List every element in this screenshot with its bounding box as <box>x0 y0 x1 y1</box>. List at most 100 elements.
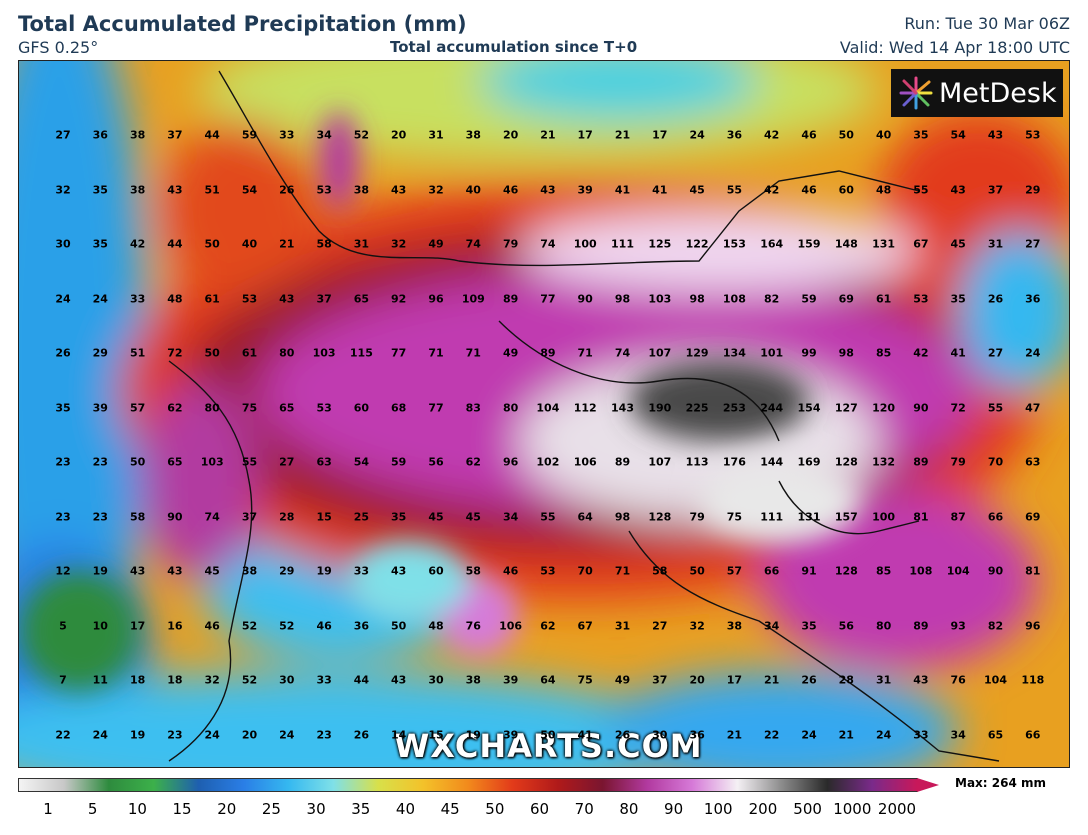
grid-value: 64 <box>540 673 556 687</box>
grid-value: 19 <box>92 564 108 578</box>
grid-value: 38 <box>726 619 743 632</box>
grid-value: 31 <box>614 619 631 632</box>
grid-value: 89 <box>614 455 631 469</box>
grid-value: 109 <box>461 292 485 305</box>
grid-value: 36 <box>689 728 705 741</box>
grid-value: 35 <box>801 619 817 632</box>
grid-value: 37 <box>652 673 668 687</box>
grid-value: 59 <box>801 292 817 305</box>
grid-value: 58 <box>316 237 332 251</box>
grid-value: 21 <box>726 728 743 741</box>
grid-value: 43 <box>391 673 407 687</box>
grid-value: 89 <box>913 455 929 469</box>
metdesk-logo: MetDesk <box>891 69 1063 117</box>
grid-value: 38 <box>129 128 146 142</box>
grid-value: 23 <box>167 728 183 741</box>
grid-value: 52 <box>279 619 295 632</box>
grid-value: 69 <box>838 292 854 305</box>
grid-value: 43 <box>987 128 1004 142</box>
grid-value: 19 <box>465 728 481 741</box>
grid-value: 74 <box>540 237 556 251</box>
grid-value: 19 <box>129 728 146 741</box>
grid-value: 65 <box>353 292 370 305</box>
grid-value: 35 <box>92 237 108 251</box>
grid-value: 71 <box>614 564 631 578</box>
grid-value: 92 <box>391 292 407 305</box>
grid-value: 98 <box>614 510 631 523</box>
grid-value: 50 <box>204 237 220 251</box>
grid-value: 41 <box>652 183 668 196</box>
grid-value: 98 <box>838 346 854 360</box>
legend-max-arrow <box>917 778 939 792</box>
grid-value: 82 <box>764 292 780 305</box>
grid-value: 35 <box>950 292 966 305</box>
grid-value: 108 <box>722 292 746 305</box>
grid-value: 70 <box>577 564 593 578</box>
grid-value: 157 <box>834 510 858 523</box>
grid-value: 45 <box>428 510 444 523</box>
legend-max-label: Max: 264 mm <box>955 776 1046 790</box>
grid-value: 24 <box>279 728 295 741</box>
grid-value: 34 <box>950 728 966 741</box>
grid-value: 38 <box>465 128 481 142</box>
grid-value: 28 <box>279 510 295 523</box>
grid-value: 115 <box>349 346 373 360</box>
grid-value: 127 <box>834 401 858 414</box>
grid-value: 103 <box>200 455 224 469</box>
grid-value: 52 <box>241 673 258 687</box>
grid-value: 35 <box>92 183 108 196</box>
grid-value: 63 <box>1025 455 1041 469</box>
grid-value: 82 <box>987 619 1004 632</box>
grid-value: 33 <box>129 292 146 305</box>
grid-value: 41 <box>577 728 593 741</box>
grid-value: 58 <box>652 564 668 578</box>
grid-value: 76 <box>465 619 481 632</box>
grid-value: 32 <box>55 183 71 196</box>
grid-value: 24 <box>92 728 108 741</box>
grid-value: 38 <box>353 183 370 196</box>
grid-value: 77 <box>540 292 556 305</box>
grid-value: 21 <box>540 128 556 142</box>
grid-value: 42 <box>129 237 146 251</box>
grid-value: 80 <box>279 346 295 360</box>
grid-value: 55 <box>726 183 743 196</box>
grid-value: 33 <box>316 673 332 687</box>
grid-value: 154 <box>797 401 821 414</box>
grid-value: 98 <box>689 292 705 305</box>
grid-value: 70 <box>987 455 1004 469</box>
grid-value: 52 <box>241 619 258 632</box>
grid-value: 41 <box>614 183 631 196</box>
grid-value: 15 <box>316 510 332 523</box>
grid-value: 53 <box>540 564 556 578</box>
legend-tick: 70 <box>574 800 594 818</box>
grid-value: 53 <box>316 183 332 196</box>
grid-value: 104 <box>984 673 1007 687</box>
grid-value: 118 <box>1021 673 1045 687</box>
grid-value: 40 <box>465 183 481 196</box>
grid-value: 11 <box>92 673 108 687</box>
grid-value: 38 <box>241 564 258 578</box>
grid-value: 34 <box>764 619 780 632</box>
grid-value: 60 <box>428 564 444 578</box>
legend-tick: 40 <box>395 800 416 818</box>
grid-value: 81 <box>1025 564 1041 578</box>
valid-label: Valid: Wed 14 Apr 18:00 UTC <box>839 38 1070 57</box>
grid-value: 31 <box>987 237 1004 251</box>
grid-value: 153 <box>722 237 746 251</box>
grid-value: 33 <box>279 128 295 142</box>
grid-value: 90 <box>167 510 183 523</box>
grid-value: 59 <box>241 128 258 142</box>
grid-value: 90 <box>913 401 929 414</box>
grid-value: 43 <box>391 183 407 196</box>
grid-value: 43 <box>950 183 966 196</box>
grid-value: 51 <box>204 183 220 196</box>
grid-value: 24 <box>92 292 108 305</box>
grid-value: 75 <box>577 673 593 687</box>
grid-value: 20 <box>502 128 519 142</box>
grid-value: 148 <box>834 237 858 251</box>
grid-value: 26 <box>987 292 1004 305</box>
grid-value: 60 <box>838 183 854 196</box>
grid-value: 22 <box>764 728 780 741</box>
grid-value: 129 <box>685 346 709 360</box>
grid-value: 83 <box>465 401 481 414</box>
